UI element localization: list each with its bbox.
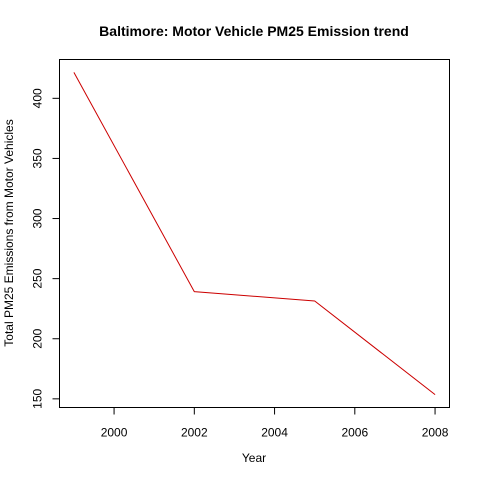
x-tick-label: 2002 — [181, 426, 208, 440]
y-tick-label: 400 — [31, 88, 45, 108]
y-tick-label: 350 — [31, 148, 45, 168]
series-group — [73, 72, 436, 395]
y-axis-label: Total PM25 Emissions from Motor Vehicles — [2, 119, 16, 346]
x-tick-label: 2008 — [422, 426, 449, 440]
series-line-0 — [73, 72, 436, 395]
y-axis: 150 200 250 300 350 400 — [31, 88, 60, 409]
y-tick-label: 150 — [31, 389, 45, 409]
plot-frame — [59, 59, 450, 408]
y-tick-label: 250 — [31, 268, 45, 288]
x-axis: 2000 2002 2004 2006 2008 — [101, 407, 449, 440]
x-tick-label: 2006 — [341, 426, 368, 440]
chart-title: Baltimore: Motor Vehicle PM25 Emission t… — [99, 23, 409, 39]
y-tick-label: 200 — [31, 328, 45, 348]
x-axis-label: Year — [242, 451, 266, 465]
x-tick-label: 2004 — [261, 426, 288, 440]
y-tick-label: 300 — [31, 208, 45, 228]
x-tick-label: 2000 — [101, 426, 128, 440]
